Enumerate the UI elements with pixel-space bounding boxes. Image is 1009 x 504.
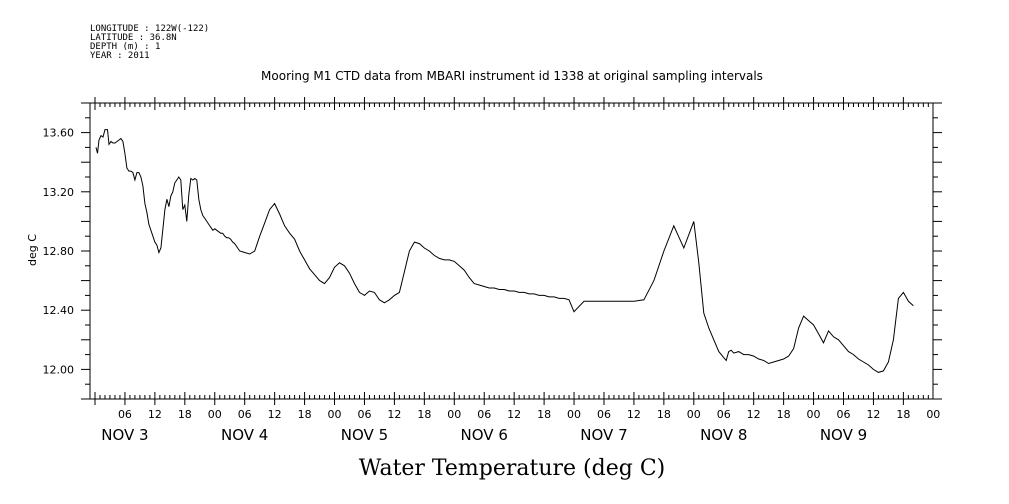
- x-tick-label: 18: [896, 408, 910, 421]
- longitude-text: LONGITUDE : 122W(-122): [90, 24, 209, 34]
- x-tick-label: 00: [447, 408, 461, 421]
- x-tick-label: 12: [387, 408, 401, 421]
- x-tick-label: 00: [208, 408, 222, 421]
- x-tick-label: 12: [627, 408, 641, 421]
- day-label: NOV 3: [101, 426, 148, 444]
- x-tick-label: 06: [597, 408, 611, 421]
- x-tick-label: 06: [717, 408, 731, 421]
- x-tick-label: 06: [238, 408, 252, 421]
- x-tick-label: 12: [747, 408, 761, 421]
- y-tick-label: 12.00: [43, 363, 75, 376]
- plot-frame: [89, 102, 934, 400]
- chart-title: Mooring M1 CTD data from MBARI instrumen…: [261, 69, 763, 83]
- x-tick-label: 18: [178, 408, 192, 421]
- x-tick-label: 06: [837, 408, 851, 421]
- x-tick-label: 06: [118, 408, 132, 421]
- series-group: [95, 129, 914, 373]
- x-tick-label: 18: [657, 408, 671, 421]
- y-tick-label: 13.20: [43, 186, 75, 199]
- year-text: YEAR : 2011: [90, 51, 150, 61]
- depth-text: DEPTH (m) : 1: [90, 42, 160, 52]
- x-tick-label: 06: [357, 408, 371, 421]
- x-tick-label: 12: [507, 408, 521, 421]
- x-tick-label: 18: [417, 408, 431, 421]
- x-tick-label: 00: [926, 408, 940, 421]
- latitude-text: LATITUDE : 36.8N: [90, 33, 177, 43]
- x-tick-label: 00: [687, 408, 701, 421]
- x-tick-label: 00: [807, 408, 821, 421]
- day-label: NOV 9: [820, 426, 867, 444]
- x-tick-label: 12: [268, 408, 282, 421]
- y-tick-label: 12.40: [43, 304, 75, 317]
- temperature-series-line: [95, 129, 914, 373]
- x-tick-label: 18: [298, 408, 312, 421]
- x-tick-label: 18: [537, 408, 551, 421]
- y-tick-label: 12.80: [43, 245, 75, 258]
- axes-group: 06 12 18 00 06 12 18 00 06 12 18 00 06 12 18 00 06 12 18 00…: [43, 97, 942, 444]
- day-label: NOV 7: [580, 426, 627, 444]
- x-tick-label: 18: [777, 408, 791, 421]
- y-tick-label: 13.60: [43, 127, 75, 140]
- day-label: NOV 4: [221, 426, 268, 444]
- x-tick-label: 00: [328, 408, 342, 421]
- day-label: NOV 8: [700, 426, 747, 444]
- day-label: NOV 6: [461, 426, 508, 444]
- x-tick-label: 12: [866, 408, 880, 421]
- x-tick-label: 06: [477, 408, 491, 421]
- y-axis-label: deg C: [26, 234, 39, 266]
- x-tick-label: 00: [567, 408, 581, 421]
- day-label: NOV 5: [341, 426, 388, 444]
- x-axis-title: Water Temperature (deg C): [359, 456, 666, 481]
- x-tick-label: 12: [148, 408, 162, 421]
